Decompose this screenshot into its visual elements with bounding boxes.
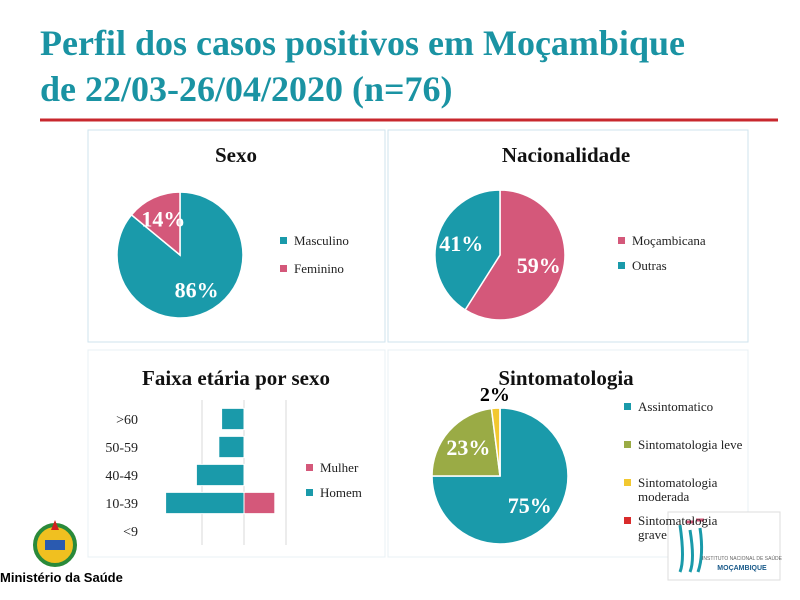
bar (221, 407, 245, 431)
legend-label: Feminino (294, 261, 344, 276)
slide-title: de 22/03-26/04/2020 (n=76) (40, 69, 453, 109)
pie-slice (434, 189, 501, 311)
data-label: 2% (480, 384, 510, 406)
data-label: 75% (508, 493, 552, 518)
chart-title: Faixa etária por sexo (142, 366, 330, 390)
legend-swatch (624, 517, 631, 524)
footer-text: Ministério da Saúde (0, 570, 123, 585)
legend-label: Moçambicana (632, 233, 706, 248)
legend-swatch (618, 262, 625, 269)
legend-entry: Outras (618, 258, 742, 273)
footer-text: MOÇAMBIQUE (717, 565, 767, 572)
legend-entry: Sintomatologia moderada (624, 475, 748, 504)
legend-label: Assintomatico (638, 399, 714, 414)
legend-swatch (306, 464, 313, 471)
bar (195, 463, 245, 487)
pie-slice (464, 189, 566, 321)
chart-title: Sexo (215, 143, 257, 167)
data-label: 14% (141, 207, 185, 232)
legend-entry: Sintomatologia leve (624, 437, 748, 452)
legend-label: Masculino (294, 233, 349, 248)
data-label: 86% (175, 277, 219, 302)
legend-entry: Masculino (280, 233, 384, 248)
data-label: 59% (517, 253, 561, 278)
legend-swatch (624, 479, 631, 486)
legend-label: Sintomatologia leve (638, 437, 743, 452)
y-tick-label: <9 (123, 525, 138, 540)
emblem (33, 520, 77, 567)
legend-entry: Mulher (306, 460, 380, 475)
legend-swatch (280, 237, 287, 244)
panel (387, 129, 749, 343)
chart-title: Nacionalidade (502, 143, 630, 167)
legend-swatch (306, 489, 313, 496)
legend-entry: Moçambicana (618, 233, 742, 248)
legend-label: Mulher (320, 460, 359, 475)
legend-label: Homem (320, 485, 362, 500)
bar (165, 491, 245, 515)
pie-slice (431, 407, 569, 545)
panel (87, 129, 386, 343)
panel (87, 349, 386, 558)
y-tick-label: 50-59 (105, 441, 138, 456)
data-label: 41% (439, 231, 483, 256)
slide-title: Perfil dos casos positivos em Moçambique (40, 23, 685, 63)
bar (218, 435, 245, 459)
footer-text: INSTITUTO NACIONAL DE SAÚDE (702, 555, 783, 562)
legend-entry: Sintomatologia grave (624, 513, 748, 542)
pie-slice (130, 191, 181, 257)
legend-label: Sintomatologia moderada (638, 475, 718, 504)
legend-swatch (280, 265, 287, 272)
legend-swatch (618, 237, 625, 244)
legend-entry: Homem (306, 485, 380, 500)
ins-logo (667, 511, 781, 581)
panel (387, 349, 749, 558)
legend-entry: Assintomatico (624, 399, 748, 414)
data-label: 23% (446, 435, 490, 460)
y-tick-label: 10-39 (105, 497, 138, 512)
legend-entry: Feminino (280, 261, 384, 276)
legend-swatch (624, 441, 631, 448)
y-tick-label: 40-49 (105, 469, 138, 484)
chart-title: Sintomatologia (498, 366, 634, 390)
legend-label: Sintomatologia grave (638, 513, 718, 542)
legend-swatch (624, 403, 631, 410)
legend-label: Outras (632, 258, 667, 273)
y-tick-label: >60 (116, 413, 138, 428)
bar (243, 491, 276, 515)
pie-slice (431, 407, 501, 477)
